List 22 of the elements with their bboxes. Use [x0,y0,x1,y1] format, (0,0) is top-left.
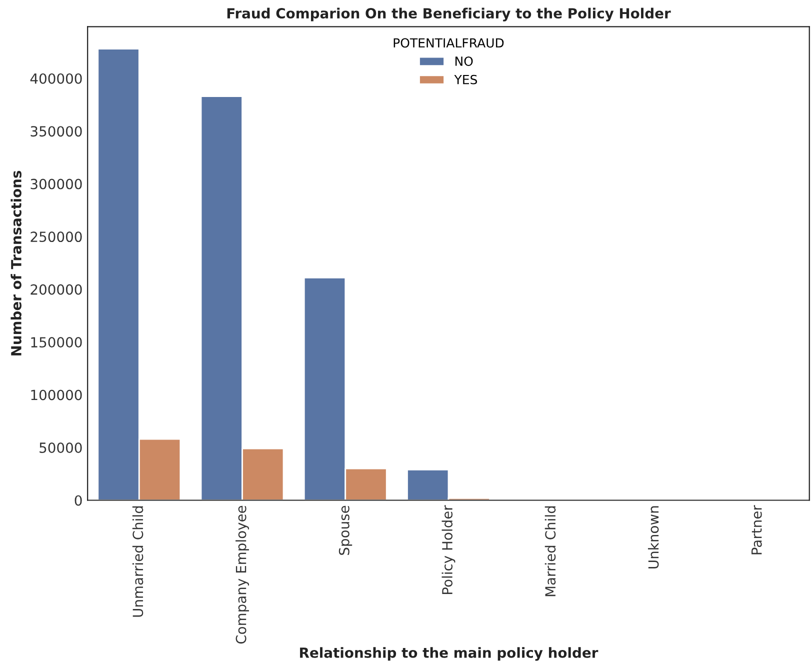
y-tick-label: 150000 [31,337,82,348]
legend-label: YES [454,74,478,84]
y-tick-label: 100000 [31,390,82,400]
y-axis-title: Number of Transactions [10,170,22,356]
chart-title: Fraud Comparion On the Beneficiary to the Policy Holder [227,8,671,22]
x-tick-label: Spouse [338,506,352,555]
y-tick-label: 400000 [30,73,82,84]
x-tick-label: Unmarried Child [132,506,144,617]
x-tick-label: Policy Holder [442,505,456,594]
y-tick-label: 200000 [30,284,82,295]
x-tick-label: Unknown [648,506,659,568]
y-tick-label: 300000 [30,178,82,190]
x-tick-label: Company Employee [236,506,249,644]
x-tick-label: Partner [752,505,762,554]
legend-title: POTENTIALFRAUD [394,38,504,48]
y-tick-label: 350000 [30,126,82,137]
x-tick-label: Married Child [544,506,556,596]
y-tick-label: 0 [74,495,82,506]
y-tick-label: 50000 [40,442,82,453]
x-axis-title: Relationship to the main policy holder [300,647,598,661]
y-tick-label: 250000 [30,232,82,242]
legend-label: NO [455,56,473,66]
